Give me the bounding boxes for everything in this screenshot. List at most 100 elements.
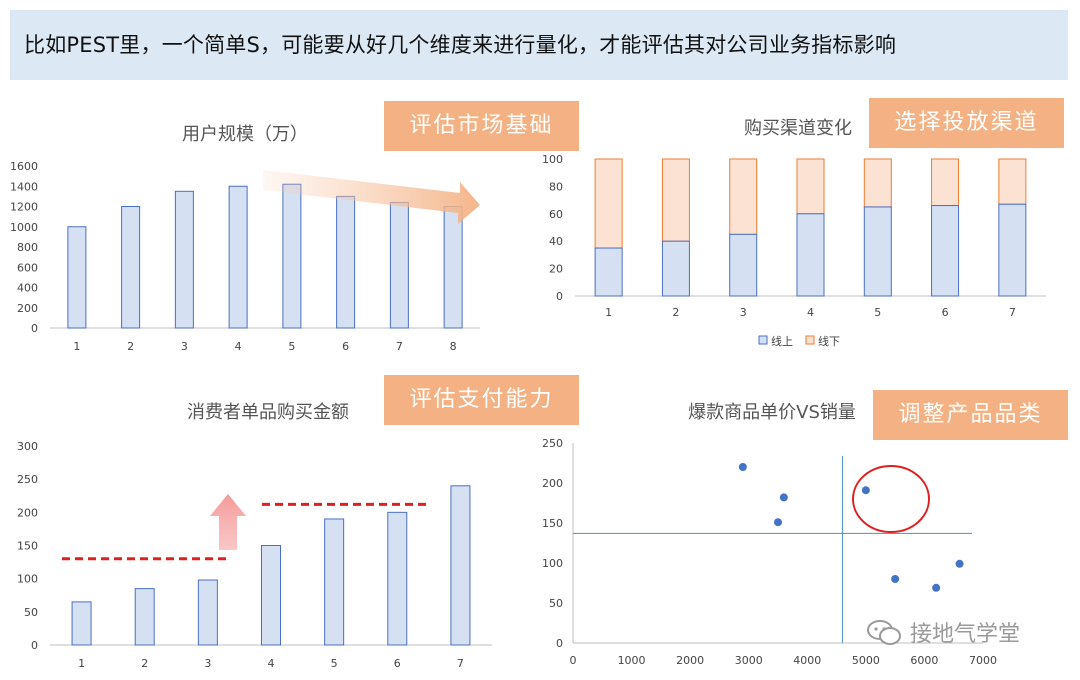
bar-offline (863, 158, 892, 208)
y-tick-label: 250 (17, 473, 38, 486)
bar (261, 545, 281, 646)
bar (121, 206, 141, 329)
chart-title: 爆款商品单价VS销量 (688, 402, 856, 423)
scatter-point (932, 583, 941, 592)
y-tick-label: 0 (556, 637, 563, 650)
y-tick-label: 100 (17, 573, 38, 586)
bar (174, 190, 194, 329)
scatter-point (774, 518, 782, 527)
bar (71, 601, 92, 646)
bar-online (863, 206, 892, 297)
y-tick-label: 1200 (10, 201, 38, 214)
tag-payment-ability: 评估支付能力 (384, 375, 579, 425)
bar-online (661, 240, 690, 297)
legend-label-offline: 线下 (818, 334, 840, 348)
bar-online (931, 205, 960, 297)
watermark-text: 接地气学堂 (910, 622, 1021, 647)
tag-channel-select: 选择投放渠道 (869, 98, 1064, 148)
y-tick-label: 100 (542, 153, 563, 166)
y-tick-label: 40 (549, 235, 563, 248)
x-tick-label: 7 (457, 657, 464, 670)
y-tick-label: 1400 (10, 180, 38, 193)
x-tick-label: 3000 (735, 654, 763, 667)
chart-title: 消费者单品购买金额 (187, 402, 349, 423)
y-tick-label: 200 (17, 506, 38, 519)
y-tick-label: 0 (31, 639, 38, 652)
highlight-circle (852, 465, 930, 533)
bar (450, 485, 471, 646)
bar (197, 579, 218, 646)
x-tick-label: 7000 (969, 654, 997, 667)
x-tick-label: 6000 (910, 654, 938, 667)
x-tick-label: 5 (331, 657, 338, 670)
x-tick-label: 2 (672, 306, 679, 319)
bar-online (796, 213, 825, 297)
x-tick-label: 7 (396, 340, 403, 353)
bar (134, 588, 155, 646)
bar-online (594, 247, 623, 297)
y-tick-label: 250 (542, 437, 563, 450)
x-tick-label: 1000 (618, 654, 646, 667)
tag-market-basis: 评估市场基础 (384, 101, 579, 151)
x-tick-label: 7 (1009, 306, 1016, 319)
bar-offline (998, 158, 1027, 205)
bar (282, 183, 302, 329)
x-tick-label: 5 (288, 340, 295, 353)
x-tick-label: 2 (127, 340, 134, 353)
scatter-point (738, 463, 747, 471)
y-tick-label: 0 (556, 290, 563, 303)
x-tick-label: 6 (342, 340, 349, 353)
bar (389, 201, 409, 329)
bar-online (729, 233, 758, 297)
legend-swatch-online (758, 335, 768, 345)
bar-offline (661, 158, 690, 242)
y-tick-label: 400 (17, 282, 38, 295)
x-tick-label: 5000 (852, 654, 880, 667)
scatter-point (861, 486, 870, 495)
bar-offline (796, 158, 825, 215)
x-tick-label: 4 (235, 340, 242, 353)
channel-change-chart: 购买渠道变化 0 20 40 60 80 100 1 2 3 4 5 6 7 线上 线下 (542, 118, 1046, 348)
bar-offline (931, 158, 960, 207)
bar (324, 518, 345, 646)
x-tick-label: 4000 (793, 654, 821, 667)
bar (228, 185, 248, 329)
scatter-point (779, 493, 788, 502)
x-tick-label: 2 (141, 657, 148, 670)
x-tick-label: 3 (740, 306, 747, 319)
x-tick-label: 6 (942, 306, 949, 319)
x-tick-label: 1 (78, 657, 85, 670)
y-tick-label: 150 (542, 517, 563, 530)
y-tick-label: 800 (17, 241, 38, 254)
x-tick-label: 3 (204, 657, 211, 670)
y-tick-label: 60 (549, 208, 563, 221)
bar-online (998, 203, 1027, 297)
y-tick-label: 0 (31, 322, 38, 335)
y-tick-label: 20 (549, 263, 563, 276)
legend-swatch-offline (805, 335, 815, 345)
y-tick-label: 150 (17, 540, 38, 553)
chart-title: 购买渠道变化 (744, 118, 852, 139)
x-tick-label: 4 (268, 657, 275, 670)
y-tick-label: 50 (24, 606, 38, 619)
x-tick-label: 2000 (676, 654, 704, 667)
y-tick-label: 100 (542, 557, 563, 570)
chart-title: 用户规模（万） (182, 124, 308, 145)
tag-adjust-category: 调整产品品类 (873, 390, 1068, 440)
bar (336, 195, 356, 329)
y-tick-label: 200 (542, 477, 563, 490)
x-tick-label: 6 (394, 657, 401, 670)
trend-arrow (263, 170, 480, 224)
bar (387, 511, 408, 646)
x-tick-label: 5 (874, 306, 881, 319)
scatter-point (955, 559, 964, 568)
y-tick-label: 600 (17, 261, 38, 274)
bar (443, 206, 463, 329)
scatter-point (891, 575, 900, 583)
x-tick-label: 4 (807, 306, 814, 319)
price-vs-sales-chart: 爆款商品单价VS销量 0 50 100 150 200 250 0 1000 2000 3000 40… (542, 402, 997, 667)
y-tick-label: 80 (549, 180, 563, 193)
y-tick-label: 300 (17, 440, 38, 453)
legend-label-online: 线上 (771, 334, 793, 348)
